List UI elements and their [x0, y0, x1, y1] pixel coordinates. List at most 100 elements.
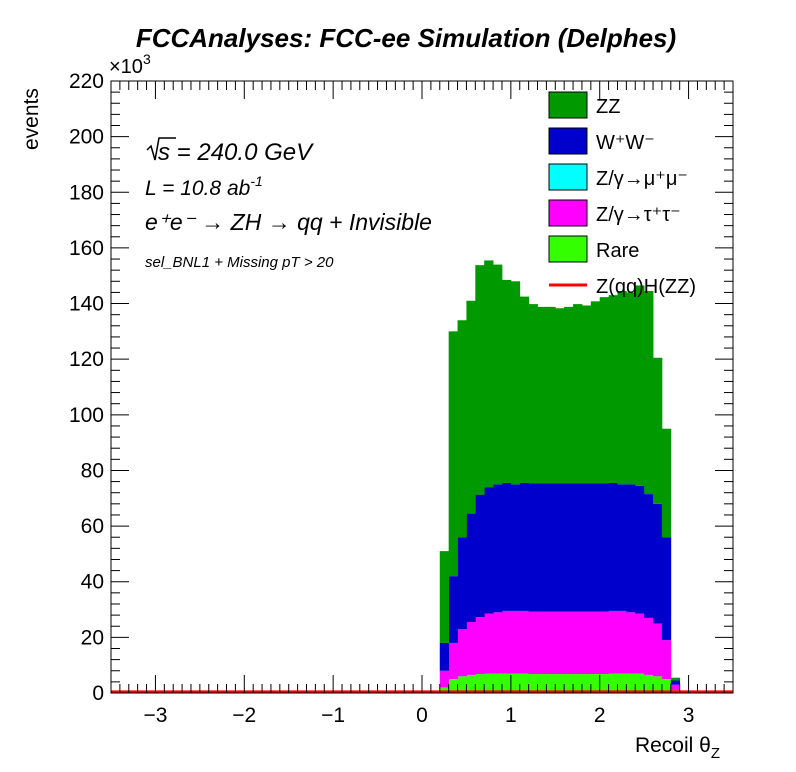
bar-w-w — [590, 483, 601, 612]
bar-z — [573, 611, 583, 675]
energy-annotation: s = 240.0 GeV — [146, 137, 314, 166]
bar-zz — [466, 300, 476, 514]
y-axis-label: events — [20, 88, 43, 150]
x-tick-label: 0 — [416, 704, 428, 727]
bar-w-w — [626, 484, 636, 613]
x-axis-label: Recoil θZ — [635, 734, 720, 762]
bar-rare — [510, 673, 521, 693]
bar-w-w — [617, 484, 627, 611]
y-exponent-base: ×10 — [109, 56, 143, 78]
sqrt-sign — [146, 137, 176, 161]
x-tick-label: 2 — [594, 704, 606, 727]
bar-zz — [573, 304, 583, 484]
bar-w-w — [457, 537, 467, 630]
bar-z — [448, 642, 458, 680]
y-tick-label: 40 — [81, 571, 104, 594]
bar-z — [626, 612, 636, 674]
legend-swatch-z — [548, 199, 588, 227]
bar-zz — [661, 428, 672, 538]
bar-zz — [493, 264, 503, 485]
x-axis-label-sub: Z — [711, 745, 720, 762]
bar-rare — [626, 673, 636, 693]
bar-z — [635, 613, 645, 674]
legend-swatch-rare — [548, 235, 588, 263]
bar-w-w — [493, 484, 503, 613]
bar-zz — [555, 308, 565, 484]
bar-zz — [537, 306, 547, 484]
bar-rare — [635, 673, 645, 693]
y-tick-label: 200 — [69, 126, 104, 149]
bar-z — [510, 610, 521, 674]
bar-zz — [484, 260, 494, 488]
bar-z — [457, 629, 467, 677]
bar-zz — [457, 320, 467, 538]
bar-zz — [448, 331, 458, 577]
histogram-bars — [439, 260, 681, 693]
bar-w-w — [635, 485, 645, 614]
process-annotation: e⁺e⁻ → ZH → qq + Invisible — [145, 209, 432, 235]
bar-zz — [581, 305, 592, 484]
bar-rare — [519, 673, 530, 693]
y-tick-label: 160 — [69, 237, 104, 260]
bar-z — [564, 611, 574, 675]
bar-rare — [457, 676, 467, 693]
y-exponent-power: 3 — [143, 51, 151, 67]
bar-w-w — [670, 680, 681, 685]
svg-text:s = 240.0 GeV: s = 240.0 GeV — [158, 139, 314, 166]
bar-z — [590, 611, 601, 675]
bar-zz — [590, 301, 601, 484]
bar-z — [555, 611, 565, 675]
bar-z — [644, 617, 654, 675]
bar-w-w — [448, 576, 458, 643]
legend-label-w-w: W⁺W⁻ — [596, 132, 655, 154]
bar-z — [439, 670, 450, 688]
bar-rare — [653, 676, 663, 693]
bar-zz — [439, 551, 450, 643]
x-tick-label: 1 — [505, 704, 517, 727]
bar-zz — [608, 295, 618, 483]
y-tick-label: 20 — [81, 626, 104, 649]
bar-z — [475, 617, 485, 675]
bar-z — [484, 613, 494, 674]
sqrt-s-label: s — [158, 139, 170, 166]
bar-rare — [493, 673, 503, 693]
legend-label-signal: Z(qq)H(ZZ) — [596, 276, 696, 298]
x-tick-label: −2 — [232, 704, 256, 727]
bar-w-w — [501, 482, 512, 611]
lumi-label: L = 10.8 ab — [145, 177, 251, 200]
bar-zz — [510, 281, 521, 485]
bar-zz — [528, 304, 538, 484]
bar-rare — [439, 687, 450, 693]
y-exponent: ×103 — [109, 51, 151, 78]
bar-w-w — [466, 513, 476, 623]
bar-w-w — [528, 483, 538, 612]
y-axis-ticks: 0 20 40 60 80 100 120 140 160 180 200 220 — [69, 70, 733, 705]
y-tick-label: 140 — [69, 293, 104, 316]
bar-z — [581, 611, 592, 675]
bar-w-w — [484, 487, 494, 614]
bar-z — [466, 622, 476, 675]
bar-z — [537, 611, 547, 675]
bar-zz — [599, 297, 609, 484]
bar-rare — [555, 674, 565, 693]
bar-zz — [475, 265, 485, 495]
legend-label-z: Z/γ→τ⁺τ⁻ — [596, 204, 681, 226]
bar-z — [661, 640, 672, 680]
y-tick-label: 220 — [69, 70, 104, 93]
bar-z — [528, 611, 538, 675]
bar-w-w — [475, 494, 485, 618]
bar-rare — [590, 674, 601, 693]
x-tick-label: −1 — [321, 704, 345, 727]
bar-z — [546, 611, 556, 675]
bar-zz — [635, 285, 645, 486]
bar-w-w — [608, 482, 618, 611]
y-tick-label: 120 — [69, 348, 104, 371]
bar-w-w — [573, 483, 583, 612]
legend-label-rare: Rare — [596, 240, 639, 262]
bar-rare — [546, 674, 556, 693]
bar-w-w — [510, 484, 521, 611]
bar-z — [493, 612, 503, 674]
y-tick-label: 0 — [92, 682, 104, 705]
x-axis-ticks: −3 −2 −1 0 1 2 3 — [110, 81, 734, 727]
bar-rare — [448, 679, 458, 693]
